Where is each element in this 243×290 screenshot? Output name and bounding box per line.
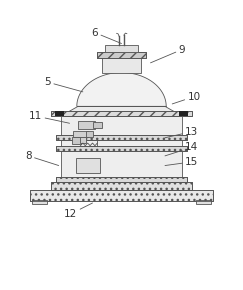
Text: 15: 15	[165, 157, 198, 167]
Bar	[72, 137, 81, 144]
Bar	[30, 190, 213, 201]
Bar	[87, 131, 93, 137]
Bar	[55, 111, 63, 115]
Bar	[102, 57, 141, 72]
Bar	[104, 46, 139, 52]
Bar	[61, 116, 182, 182]
Bar	[52, 111, 191, 116]
Bar	[32, 200, 47, 204]
Text: 8: 8	[25, 151, 59, 166]
Bar	[56, 135, 187, 140]
Text: 11: 11	[29, 111, 69, 123]
Bar	[52, 111, 191, 116]
Text: 5: 5	[44, 77, 83, 92]
Text: 12: 12	[64, 203, 93, 219]
Bar	[56, 177, 187, 182]
Bar	[56, 177, 187, 182]
Text: 6: 6	[92, 28, 122, 44]
Text: 13: 13	[165, 127, 198, 138]
Text: 14: 14	[165, 142, 198, 156]
Text: 9: 9	[150, 45, 185, 63]
Bar	[52, 182, 191, 190]
Polygon shape	[77, 72, 166, 106]
Bar	[97, 52, 146, 57]
Bar	[93, 122, 102, 128]
Bar	[73, 130, 88, 137]
Bar	[180, 111, 188, 115]
Bar	[80, 137, 87, 143]
Bar	[52, 182, 191, 190]
Bar	[78, 121, 95, 129]
Bar	[196, 200, 211, 204]
Bar	[97, 52, 146, 57]
Bar	[56, 135, 187, 140]
Bar	[30, 190, 213, 201]
Bar	[76, 158, 100, 173]
Text: 10: 10	[172, 92, 200, 104]
Bar	[56, 146, 187, 151]
Polygon shape	[61, 106, 182, 116]
Bar	[56, 146, 187, 151]
